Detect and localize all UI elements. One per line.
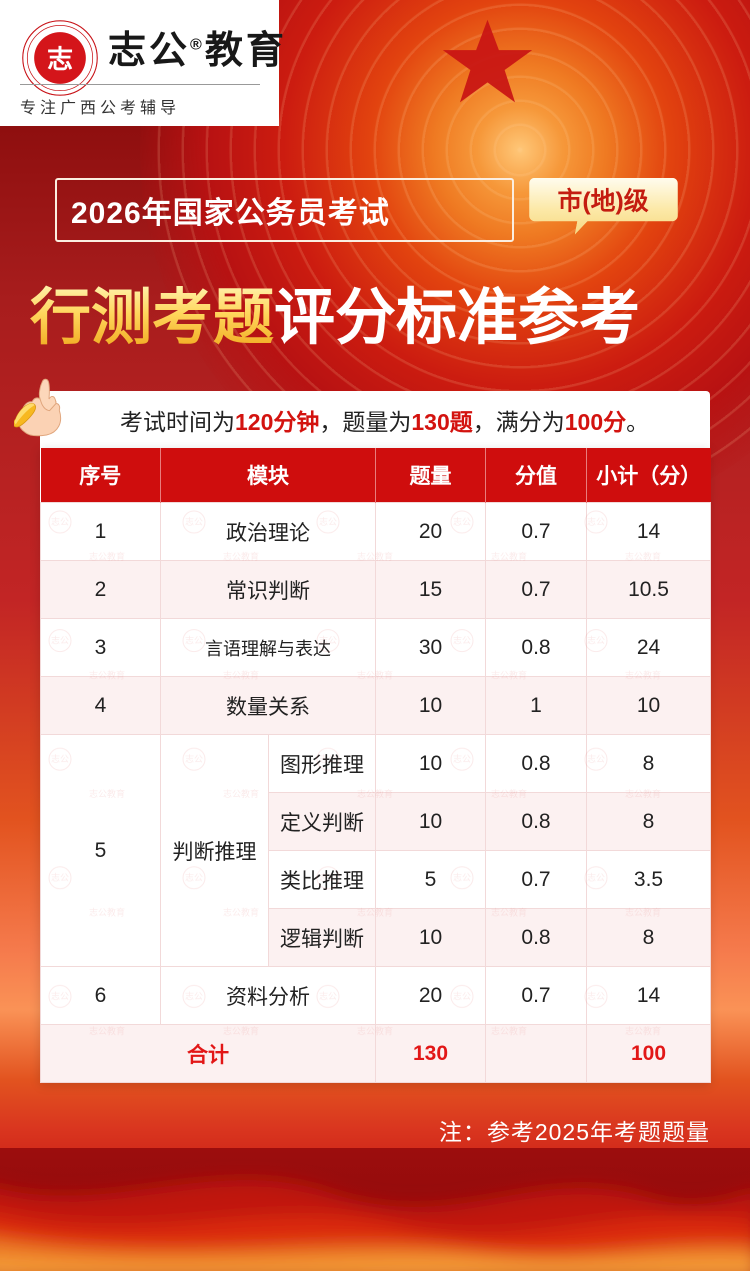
svg-text:志: 志 — [47, 45, 73, 74]
svg-text:市(地)级: 市(地)级 — [558, 186, 649, 215]
